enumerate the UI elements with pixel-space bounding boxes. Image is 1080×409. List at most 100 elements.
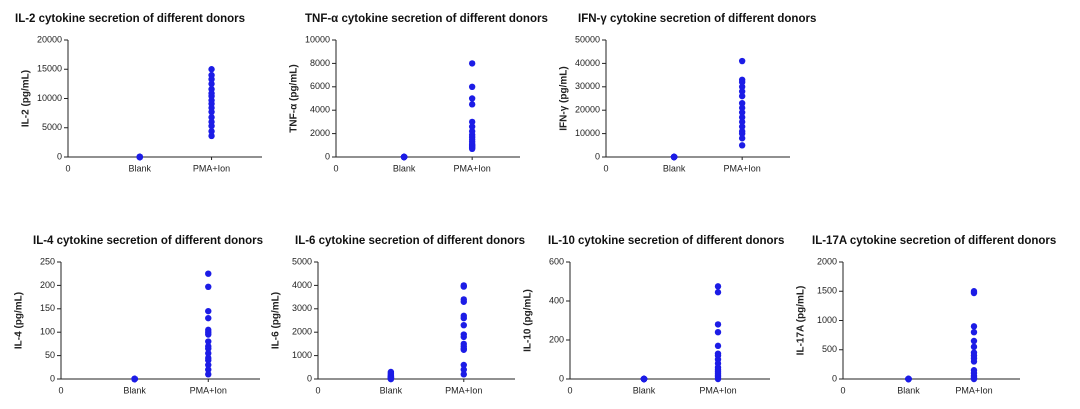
data-point [468, 60, 476, 67]
y-tick-label: 200 [40, 280, 55, 290]
data-point [460, 371, 467, 378]
data-point [208, 122, 215, 130]
chart: IL-17A cytokine secretion of different d… [796, 235, 1057, 395]
chart: IL-2 cytokine secretion of different don… [15, 13, 262, 173]
data-point [468, 123, 476, 130]
y-tick-label: 2000 [292, 327, 312, 337]
y-tick-label: 200 [549, 334, 564, 344]
chart: IL-10 cytokine secretion of different do… [523, 235, 785, 395]
chart-title: IL-4 cytokine secretion of different don… [33, 235, 263, 247]
data-point [205, 371, 212, 378]
y-tick-label: 0 [325, 151, 330, 161]
y-tick-label: 20000 [37, 34, 62, 44]
x-tick-label: PMA+Ion [724, 163, 761, 173]
data-point [738, 130, 746, 137]
data-point [460, 314, 467, 322]
y-tick-label: 50000 [575, 34, 600, 44]
y-tick-label: 1500 [817, 286, 837, 296]
data-point [738, 104, 746, 112]
chart: IFN-γ cytokine secretion of different do… [559, 13, 817, 173]
y-tick-label: 30000 [575, 81, 600, 91]
y-tick-label: 0 [832, 373, 837, 383]
chart-title: IL-10 cytokine secretion of different do… [548, 235, 784, 247]
y-axis-label: IL-2 (pg/mL) [21, 70, 32, 127]
y-tick-label: 5000 [292, 256, 312, 266]
y-tick-label: 10000 [37, 93, 62, 103]
data-point [205, 366, 212, 373]
chart: IL-4 cytokine secretion of different don… [14, 235, 263, 395]
data-point [738, 142, 746, 149]
y-tick-label: 250 [40, 256, 55, 266]
y-tick-label: 2000 [817, 256, 837, 266]
y-tick-label: 1000 [817, 315, 837, 325]
data-point [131, 375, 138, 383]
y-tick-label: 100 [40, 327, 55, 337]
data-point [208, 132, 215, 140]
x-tick-label: Blank [897, 385, 920, 395]
x-tick-label: PMA+Ion [454, 163, 491, 173]
chart-title: TNF-α cytokine secretion of different do… [305, 13, 548, 25]
y-tick-label: 20000 [575, 105, 600, 115]
y-axis-label: TNF-α (pg/mL) [289, 64, 300, 132]
data-point [714, 375, 722, 383]
chart-title: IL-2 cytokine secretion of different don… [15, 13, 245, 25]
data-point [714, 289, 722, 296]
data-point [738, 92, 746, 100]
data-point [387, 375, 395, 383]
x-origin-label: 0 [315, 385, 320, 395]
data-point [468, 95, 476, 102]
data-point [714, 321, 722, 328]
data-point [970, 358, 978, 365]
data-point [714, 283, 722, 290]
y-axis-label: IL-4 (pg/mL) [14, 292, 25, 349]
y-tick-label: 4000 [292, 280, 312, 290]
data-point [738, 99, 746, 107]
chart: IL-6 cytokine secretion of different don… [271, 235, 525, 395]
data-point [970, 343, 978, 351]
data-point [205, 270, 212, 277]
data-point [738, 88, 746, 95]
y-tick-label: 0 [559, 373, 564, 383]
y-tick-label: 0 [595, 151, 600, 161]
y-tick-label: 400 [549, 295, 564, 305]
data-point [205, 345, 212, 352]
data-point [738, 83, 746, 91]
data-point [640, 375, 648, 383]
x-tick-label: Blank [129, 163, 152, 173]
chart-title: IFN-γ cytokine secretion of different do… [578, 13, 816, 25]
y-tick-label: 0 [50, 373, 55, 383]
data-point [738, 78, 746, 86]
data-point [738, 118, 746, 126]
data-point [468, 145, 476, 153]
y-tick-label: 15000 [37, 64, 62, 74]
x-tick-label: PMA+Ion [955, 385, 992, 395]
data-point [738, 135, 746, 142]
chart: TNF-α cytokine secretion of different do… [289, 13, 548, 173]
y-tick-label: 10000 [575, 128, 600, 138]
y-axis-label: IL-6 (pg/mL) [271, 292, 282, 349]
data-point [205, 361, 212, 369]
data-point [460, 333, 467, 341]
data-point [208, 66, 215, 73]
x-origin-label: 0 [333, 163, 338, 173]
data-point [460, 366, 467, 373]
data-point [205, 338, 212, 345]
data-point [970, 289, 978, 297]
data-point [400, 153, 408, 161]
x-tick-label: PMA+Ion [193, 163, 230, 173]
x-origin-label: 0 [567, 385, 572, 395]
data-point [670, 153, 678, 161]
y-tick-label: 1000 [292, 350, 312, 360]
data-point [205, 314, 212, 322]
chart-title: IL-6 cytokine secretion of different don… [295, 235, 525, 247]
x-tick-label: PMA+Ion [445, 385, 482, 395]
data-point [970, 337, 978, 345]
x-tick-label: Blank [633, 385, 656, 395]
data-point [970, 375, 978, 383]
y-tick-label: 600 [549, 256, 564, 266]
y-tick-label: 6000 [310, 81, 330, 91]
x-tick-label: Blank [393, 163, 416, 173]
data-point [208, 114, 215, 121]
data-point [208, 128, 215, 135]
